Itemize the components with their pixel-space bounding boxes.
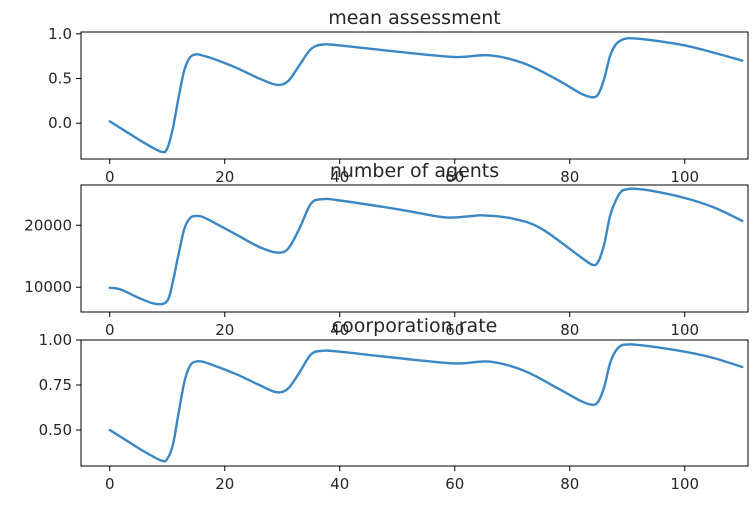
y-tick-label: 0.5 (48, 70, 72, 88)
subplots: 0 20 40 60 80 100 0.0 0.5 1.0 mean assessment 0 20 4… (24, 7, 749, 493)
y-tick-label: 1.00 (39, 331, 72, 349)
y-tick-label: 0.50 (39, 421, 72, 439)
x-tick-label: 0 (105, 475, 115, 493)
x-tick-label: 60 (445, 321, 464, 339)
x-tick-label: 40 (330, 475, 349, 493)
x-tick-label: 0 (105, 321, 115, 339)
x-tick-label: 100 (670, 321, 699, 339)
x-tick-label: 40 (330, 321, 349, 339)
x-tick-label: 100 (670, 475, 699, 493)
series-line-2-1 (108, 187, 744, 306)
x-tick-label: 40 (330, 168, 349, 186)
plot-title-1: mean assessment (328, 7, 501, 29)
plot-title-3: coorporation rate (332, 315, 498, 337)
x-tick-label: 20 (215, 321, 234, 339)
subplot-3: 0 20 40 60 80 100 0.50 0.75 1.00 coorporation rat… (39, 315, 749, 493)
y-tick-label: 10000 (24, 278, 72, 296)
y-tick-label: 1.0 (48, 25, 72, 43)
x-tick-label: 20 (215, 168, 234, 186)
y-tick-label: 0.0 (48, 114, 72, 132)
series-line-1-1 (108, 36, 744, 154)
x-tick-label: 60 (445, 168, 464, 186)
plot-title-2: number of agents (330, 160, 499, 182)
axes-frame-2 (80, 184, 749, 313)
series-line-3-1 (108, 343, 744, 463)
y-tick-label: 0.75 (39, 376, 72, 394)
x-tick-label: 80 (560, 475, 579, 493)
y-tick-label: 20000 (24, 216, 72, 234)
x-tick-label: 80 (560, 321, 579, 339)
axes-frame-3 (80, 339, 749, 467)
subplot-1: 0 20 40 60 80 100 0.0 0.5 1.0 mean assessment (48, 7, 749, 186)
x-tick-label: 60 (445, 475, 464, 493)
x-tick-label: 80 (560, 168, 579, 186)
x-tick-label: 20 (215, 475, 234, 493)
axes-frame-1 (80, 31, 749, 160)
subplot-2: 0 20 40 60 80 100 10000 20000 number of agents (24, 160, 749, 339)
x-tick-label: 100 (670, 168, 699, 186)
x-tick-label: 0 (105, 168, 115, 186)
